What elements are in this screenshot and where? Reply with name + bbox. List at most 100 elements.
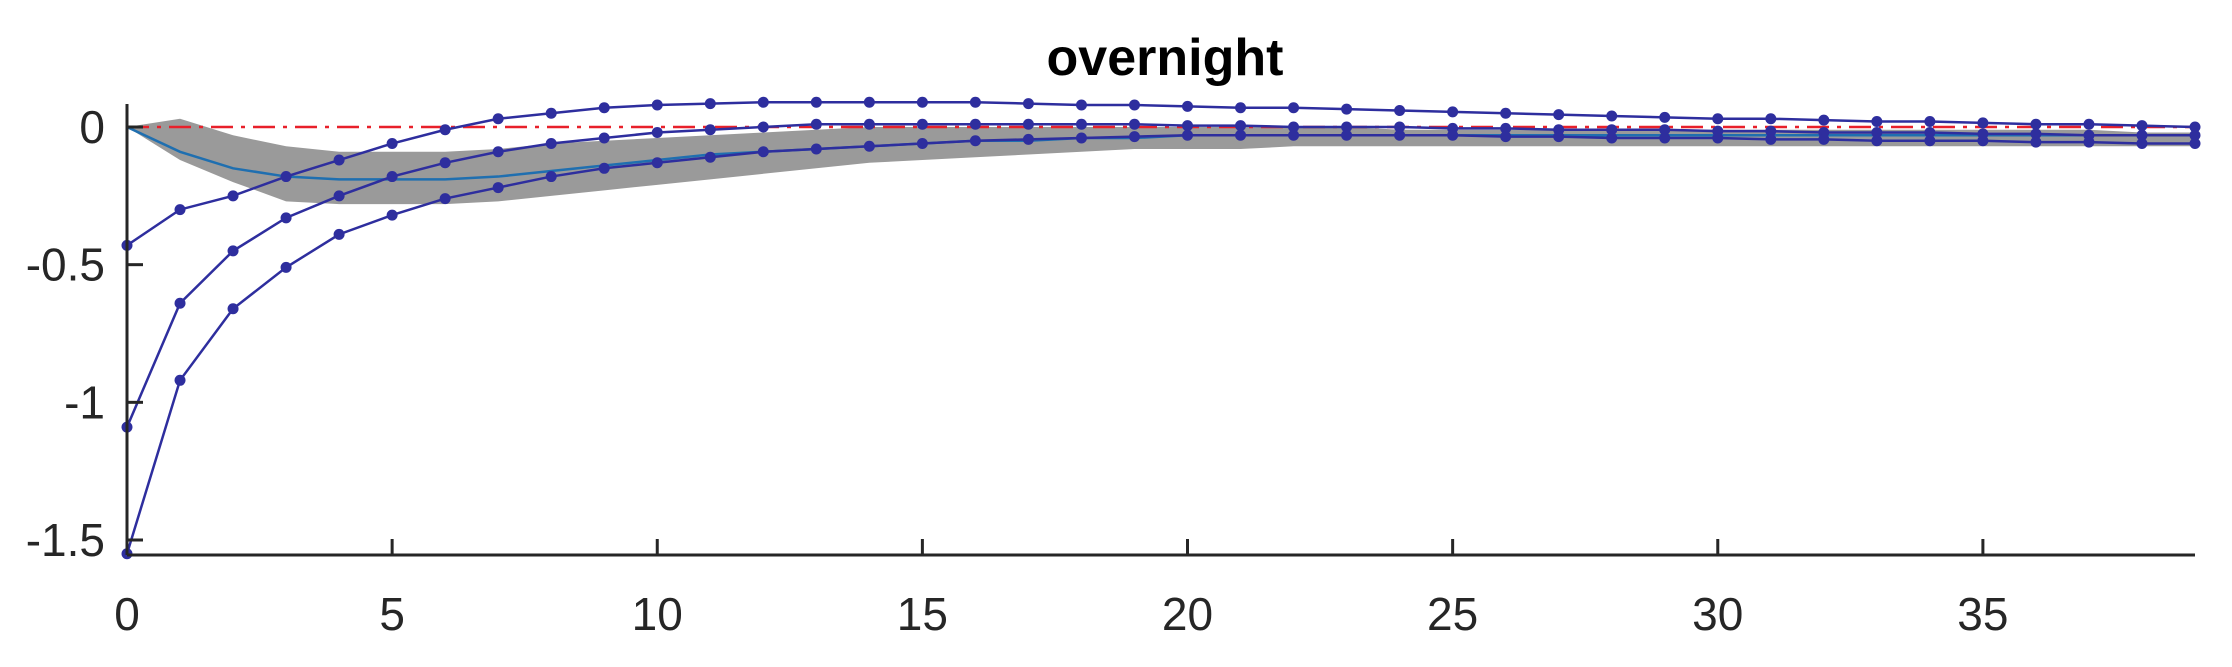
series-3-point bbox=[1182, 129, 1194, 141]
series-3-point bbox=[863, 140, 875, 152]
series-3-point bbox=[1977, 135, 1989, 147]
series-3-point bbox=[757, 146, 769, 158]
series-1-point bbox=[704, 98, 716, 110]
plot-area bbox=[121, 96, 2201, 560]
series-3-point bbox=[492, 182, 504, 194]
axes: 0 5 10 15 20 25 30 35 0 -0.5 -1 -1.5 bbox=[26, 101, 2195, 640]
series-1-point bbox=[757, 96, 769, 108]
series-3-point bbox=[1447, 129, 1459, 141]
series-1-point bbox=[280, 171, 292, 183]
series-3-point bbox=[386, 209, 398, 221]
series-2-point bbox=[969, 118, 981, 130]
series-2-point bbox=[863, 118, 875, 130]
series-1-point bbox=[2083, 118, 2095, 130]
series-3-point bbox=[333, 228, 345, 240]
series-2-point bbox=[598, 132, 610, 144]
series-1-point bbox=[1977, 117, 1989, 129]
series-3-point bbox=[439, 193, 451, 205]
y-tick-label: -1 bbox=[64, 376, 105, 428]
series-3-point bbox=[1341, 129, 1353, 141]
series-2-point bbox=[227, 245, 239, 257]
series-3-point bbox=[1235, 129, 1247, 141]
series-3-point bbox=[2030, 136, 2042, 148]
series-2-point bbox=[651, 127, 663, 139]
series-1-point bbox=[386, 138, 398, 150]
chart-title: overnight bbox=[1047, 29, 1284, 87]
series-1-point bbox=[863, 96, 875, 108]
y-tick-label: 0 bbox=[79, 101, 105, 153]
series-2-point bbox=[1394, 121, 1406, 133]
series-1-point bbox=[651, 99, 663, 111]
series-2-point bbox=[1341, 121, 1353, 133]
series-1-point bbox=[1553, 109, 1565, 121]
series-3-point bbox=[1022, 133, 1034, 145]
series-line-1 bbox=[126, 100, 2196, 247]
series-3-point bbox=[280, 261, 292, 273]
series-2-point bbox=[757, 121, 769, 133]
series-2-point bbox=[810, 118, 822, 130]
series-2-point bbox=[386, 171, 398, 183]
series-1-point bbox=[1818, 114, 1830, 126]
series-3-point bbox=[704, 151, 716, 163]
series-2-point bbox=[439, 157, 451, 169]
series-3-point bbox=[227, 303, 239, 315]
y-tick-label: -1.5 bbox=[26, 514, 105, 566]
series-2-point bbox=[333, 190, 345, 202]
series-1-point bbox=[810, 96, 822, 108]
x-tick-label: 25 bbox=[1427, 588, 1478, 640]
y-tick-label: -0.5 bbox=[26, 239, 105, 291]
series-2-point bbox=[1128, 118, 1140, 130]
series-2-point bbox=[1606, 124, 1618, 136]
series-3-point bbox=[1712, 132, 1724, 144]
series-3-point bbox=[1500, 131, 1512, 143]
series-3-point bbox=[1288, 129, 1300, 141]
series-3-point bbox=[174, 374, 186, 386]
series-1-point bbox=[1447, 106, 1459, 118]
series-3-point bbox=[1128, 131, 1140, 143]
series-3-point bbox=[598, 162, 610, 174]
series-1-point bbox=[545, 107, 557, 119]
series-2-point bbox=[916, 118, 928, 130]
series-3-point bbox=[1606, 132, 1618, 144]
series-2-point bbox=[1500, 122, 1512, 134]
series-1-point bbox=[1659, 111, 1671, 123]
series-1-point bbox=[1075, 99, 1087, 111]
series-2-point bbox=[1182, 120, 1194, 132]
series-3-point bbox=[651, 157, 663, 169]
series-1-point bbox=[969, 96, 981, 108]
series-1-point bbox=[1606, 110, 1618, 122]
series-2-point bbox=[2030, 128, 2042, 140]
series-3-point bbox=[1765, 133, 1777, 145]
series-1-point bbox=[1341, 103, 1353, 115]
series-3-point bbox=[2136, 138, 2148, 150]
series-1-point bbox=[1235, 102, 1247, 114]
series-3-point bbox=[916, 138, 928, 150]
x-tick-label: 35 bbox=[1957, 588, 2008, 640]
series-2-point bbox=[1924, 127, 1936, 139]
series-1-point bbox=[598, 102, 610, 114]
series-2-point bbox=[1235, 120, 1247, 132]
series-2-point bbox=[704, 124, 716, 136]
series-1-point bbox=[1765, 113, 1777, 125]
series-3-point bbox=[1659, 132, 1671, 144]
x-tick-label: 5 bbox=[379, 588, 405, 640]
series-3-point bbox=[1394, 129, 1406, 141]
series-3-point bbox=[2083, 136, 2095, 148]
series-3-point bbox=[969, 135, 981, 147]
x-tick-label: 15 bbox=[897, 588, 948, 640]
series-2-point bbox=[1075, 118, 1087, 130]
x-tick-label: 20 bbox=[1162, 588, 1213, 640]
series-line-3 bbox=[125, 134, 2195, 555]
series-1-point bbox=[333, 154, 345, 166]
series-1-point bbox=[2030, 118, 2042, 130]
x-tick-label: 10 bbox=[632, 588, 683, 640]
series-3-point bbox=[1075, 132, 1087, 144]
series-2-point bbox=[545, 138, 557, 150]
series-3-point bbox=[1924, 135, 1936, 147]
series-1-point bbox=[1128, 99, 1140, 111]
series-1-point bbox=[1022, 98, 1034, 110]
series-3-point bbox=[1871, 135, 1883, 147]
series-1-point bbox=[1871, 115, 1883, 127]
series-2-point bbox=[1659, 124, 1671, 136]
series-1-point bbox=[1288, 102, 1300, 114]
